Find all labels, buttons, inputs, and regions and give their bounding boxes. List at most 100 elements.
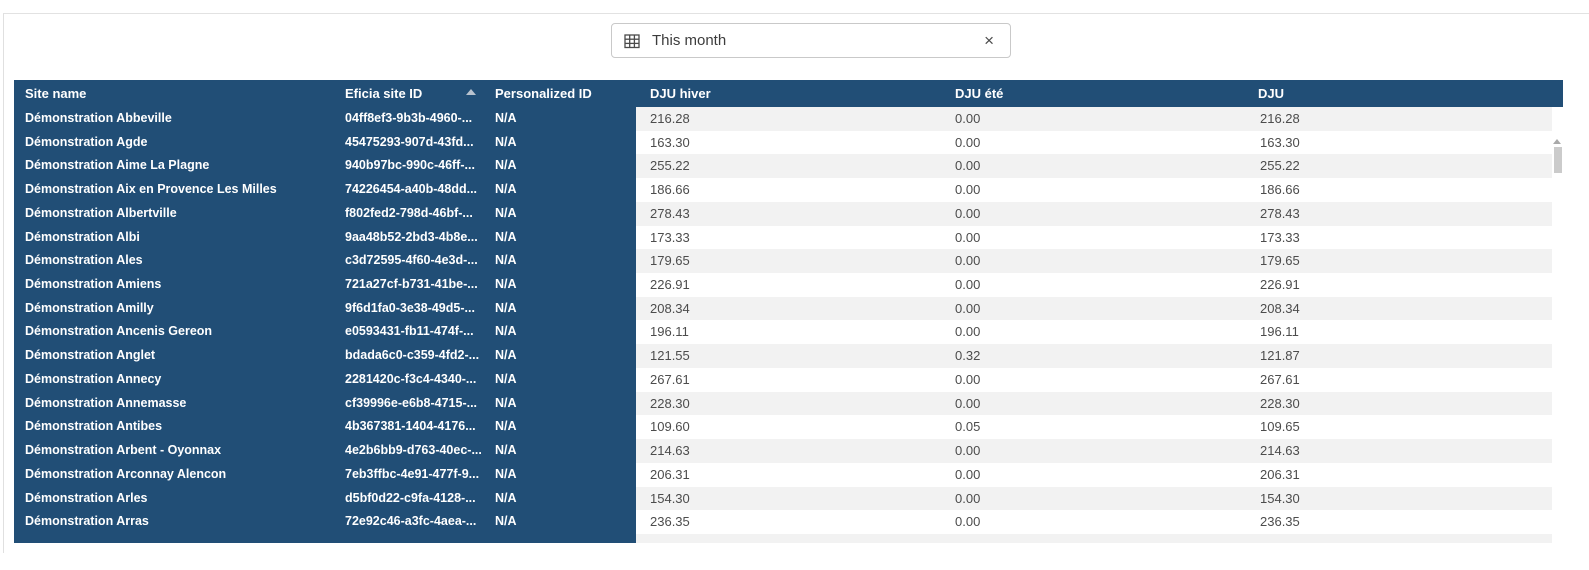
dju-cell: 278.43 bbox=[1260, 205, 1300, 221]
table-row[interactable]: Démonstration Aime La Plagne 940b97bc-990… bbox=[14, 154, 636, 178]
dju-hiver-cell: 267.61 bbox=[650, 371, 690, 387]
date-range-filter[interactable]: This month × bbox=[611, 23, 1011, 58]
site-name-cell: Démonstration Annemasse bbox=[25, 395, 187, 410]
table-row[interactable]: Démonstration Arconnay Alencon 7eb3ffbc-4… bbox=[14, 463, 636, 487]
table-row-values[interactable]: 216.28 0.00 216.28 bbox=[636, 107, 1552, 131]
column-header-site-name[interactable]: Site name bbox=[25, 86, 87, 101]
table-row-values[interactable]: 208.34 0.00 208.34 bbox=[636, 296, 1552, 321]
sites-dju-table: Site name Eficia site ID Personalized ID… bbox=[14, 80, 1563, 543]
table-row[interactable]: Démonstration Antibes 4b367381-1404-4176.… bbox=[14, 415, 636, 439]
dju-ete-cell: 0.00 bbox=[955, 300, 981, 316]
dju-hiver-cell: 236.35 bbox=[650, 514, 690, 530]
dju-cell: 186.66 bbox=[1260, 182, 1300, 198]
table-row[interactable]: Démonstration Agde 45475293-907d-43fd... N… bbox=[14, 131, 636, 155]
table-row[interactable]: Démonstration Amiens 721a27cf-b731-41be-.… bbox=[14, 273, 636, 297]
site-name-cell: Démonstration Albertville bbox=[25, 205, 177, 220]
table-row-values[interactable]: 214.63 0.00 214.63 bbox=[636, 439, 1552, 463]
eficia-site-id-cell: 9aa48b52-2bd3-4b8e... bbox=[345, 229, 478, 244]
table-row-values[interactable]: 163.30 0.00 163.30 bbox=[636, 130, 1552, 155]
table-row[interactable]: Démonstration Annemasse cf39996e-e6b8-471… bbox=[14, 392, 636, 416]
vertical-scrollbar[interactable] bbox=[1552, 134, 1563, 543]
dju-cell: 163.30 bbox=[1260, 134, 1300, 150]
table-body: Démonstration Abbeville 04ff8ef3-9b3b-496… bbox=[14, 107, 1563, 543]
personalized-id-cell: N/A bbox=[495, 371, 517, 386]
site-name-cell: Démonstration Agde bbox=[25, 134, 148, 149]
table-row-values[interactable]: 228.30 0.00 228.30 bbox=[636, 391, 1552, 416]
table-row[interactable]: Démonstration Aix en Provence Les Milles… bbox=[14, 178, 636, 202]
table-row-values[interactable] bbox=[636, 533, 1552, 543]
personalized-id-cell: N/A bbox=[495, 466, 517, 481]
dju-hiver-cell: 226.91 bbox=[650, 277, 690, 293]
frozen-columns-panel: Démonstration Abbeville 04ff8ef3-9b3b-496… bbox=[14, 107, 636, 543]
table-row-values[interactable]: 267.61 0.00 267.61 bbox=[636, 367, 1552, 392]
dju-hiver-cell: 228.30 bbox=[650, 395, 690, 411]
dju-hiver-cell: 173.33 bbox=[650, 229, 690, 245]
column-header-dju-hiver[interactable]: DJU hiver bbox=[650, 86, 711, 101]
table-row[interactable]: Démonstration Albi 9aa48b52-2bd3-4b8e... N… bbox=[14, 226, 636, 250]
site-name-cell: Démonstration Arconnay Alencon bbox=[25, 466, 227, 481]
table-row-values[interactable]: 154.30 0.00 154.30 bbox=[636, 486, 1552, 511]
table-row[interactable]: Démonstration Amilly 9f6d1fa0-3e38-49d5-.… bbox=[14, 297, 636, 321]
eficia-site-id-cell: 72e92c46-a3fc-4aea-... bbox=[345, 514, 477, 529]
table-row-values[interactable]: 236.35 0.00 236.35 bbox=[636, 510, 1552, 534]
table-row[interactable]: Démonstration Anglet bdada6c0-c359-4fd2-.… bbox=[14, 344, 636, 368]
site-name-cell: Démonstration Aix en Provence Les Milles bbox=[25, 182, 277, 197]
personalized-id-cell: N/A bbox=[495, 419, 517, 434]
clear-filter-icon[interactable]: × bbox=[984, 31, 994, 50]
personalized-id-cell: N/A bbox=[495, 300, 517, 315]
personalized-id-cell: N/A bbox=[495, 324, 517, 339]
table-row[interactable]: Démonstration Albertville f802fed2-798d-4… bbox=[14, 202, 636, 226]
eficia-site-id-cell: d5bf0d22-c9fa-4128-... bbox=[345, 490, 476, 505]
dju-cell: 196.11 bbox=[1260, 324, 1299, 340]
dju-hiver-cell: 255.22 bbox=[650, 158, 690, 174]
dju-ete-cell: 0.00 bbox=[955, 277, 981, 293]
dju-hiver-cell: 216.28 bbox=[650, 111, 690, 126]
table-row-values[interactable]: 255.22 0.00 255.22 bbox=[636, 154, 1552, 179]
eficia-site-id-cell: bdada6c0-c359-4fd2-... bbox=[345, 348, 480, 363]
table-row[interactable]: Démonstration Arles d5bf0d22-c9fa-4128-..… bbox=[14, 487, 636, 511]
dju-ete-cell bbox=[941, 534, 1246, 543]
dju-ete-cell: 0.05 bbox=[955, 419, 981, 435]
dju-hiver-cell: 163.30 bbox=[650, 134, 690, 150]
table-row[interactable]: Démonstration Ancenis Gereon e0593431-fb1… bbox=[14, 320, 636, 344]
eficia-site-id-cell: 7eb3ffbc-4e91-477f-9... bbox=[345, 466, 480, 481]
table-row-values[interactable]: 179.65 0.00 179.65 bbox=[636, 249, 1552, 274]
column-header-eficia-site-id[interactable]: Eficia site ID bbox=[345, 86, 423, 101]
table-row-values[interactable]: 121.55 0.32 121.87 bbox=[636, 344, 1552, 368]
personalized-id-cell: N/A bbox=[495, 158, 517, 173]
table-row[interactable]: Démonstration Abbeville 04ff8ef3-9b3b-496… bbox=[14, 107, 636, 131]
eficia-site-id-cell: 04ff8ef3-9b3b-4960-... bbox=[345, 111, 473, 125]
site-name-cell: Démonstration Aime La Plagne bbox=[25, 158, 210, 173]
personalized-id-cell: N/A bbox=[495, 277, 517, 292]
dju-ete-cell: 0.00 bbox=[955, 253, 981, 269]
dju-hiver-cell: 206.31 bbox=[650, 466, 690, 482]
column-header-dju[interactable]: DJU bbox=[1258, 86, 1285, 101]
table-row-values[interactable]: 226.91 0.00 226.91 bbox=[636, 273, 1552, 297]
table-row-values[interactable]: 206.31 0.00 206.31 bbox=[636, 462, 1552, 487]
scrollbar-thumb[interactable] bbox=[1553, 147, 1562, 173]
column-header-dju-ete[interactable]: DJU été bbox=[955, 86, 1004, 101]
eficia-site-id-cell: 4b367381-1404-4176... bbox=[345, 419, 476, 434]
table-row-values[interactable]: 278.43 0.00 278.43 bbox=[636, 201, 1552, 226]
table-row-values[interactable]: 109.60 0.05 109.65 bbox=[636, 415, 1552, 440]
personalized-id-cell: N/A bbox=[495, 134, 517, 149]
table-row-values[interactable]: 186.66 0.00 186.66 bbox=[636, 178, 1552, 202]
dju-cell: 206.31 bbox=[1260, 466, 1300, 482]
table-row[interactable]: Démonstration Annecy 2281420c-f3c4-4340-.… bbox=[14, 368, 636, 392]
table-row[interactable] bbox=[14, 534, 636, 543]
date-filter-value[interactable]: This month bbox=[652, 32, 727, 49]
table-row-values[interactable]: 196.11 0.00 196.11 bbox=[636, 320, 1552, 345]
scroll-up-icon[interactable] bbox=[1553, 139, 1561, 144]
site-name-cell: Démonstration Annecy bbox=[25, 371, 162, 386]
column-header-personalized-id[interactable]: Personalized ID bbox=[495, 86, 592, 101]
dju-ete-cell: 0.00 bbox=[955, 490, 981, 506]
dju-cell: 216.28 bbox=[1260, 111, 1300, 126]
table-row[interactable]: Démonstration Arras 72e92c46-a3fc-4aea-..… bbox=[14, 510, 636, 534]
table-row[interactable]: Démonstration Arbent - Oyonnax 4e2b6bb9-d… bbox=[14, 439, 636, 463]
table-row[interactable]: Démonstration Ales c3d72595-4f60-4e3d-...… bbox=[14, 249, 636, 273]
site-name-cell: Démonstration Anglet bbox=[25, 348, 156, 363]
sort-asc-icon[interactable] bbox=[466, 89, 476, 95]
dju-hiver-cell: 154.30 bbox=[650, 490, 690, 506]
site-name-cell: Démonstration Amilly bbox=[25, 300, 154, 315]
table-row-values[interactable]: 173.33 0.00 173.33 bbox=[636, 225, 1552, 250]
